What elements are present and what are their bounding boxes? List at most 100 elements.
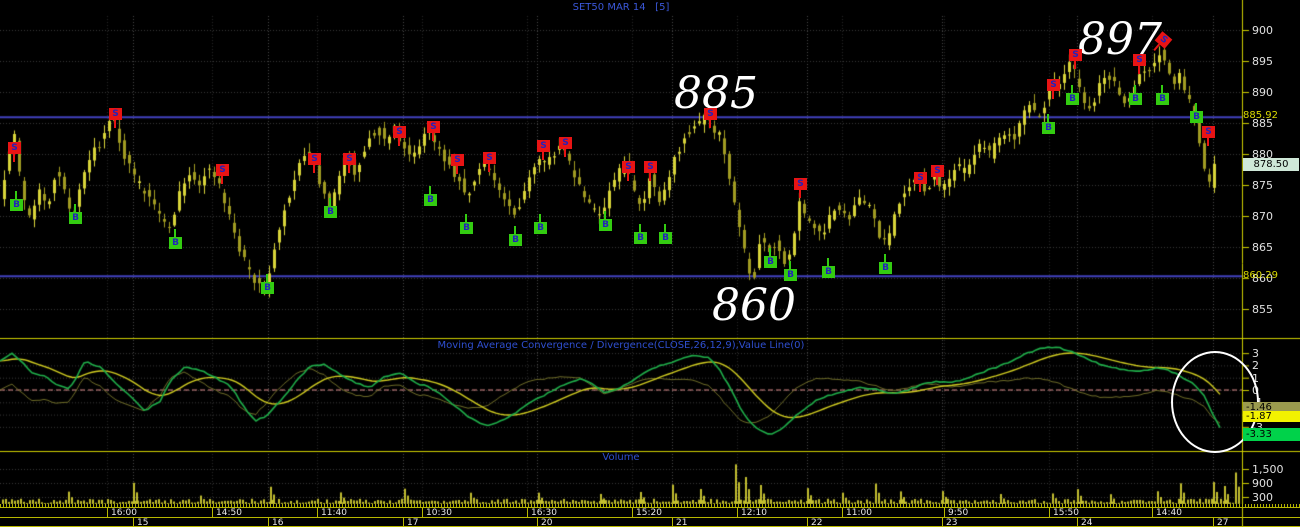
signal-stem: [488, 163, 490, 172]
signal-stem: [936, 176, 938, 185]
signal-stem: [174, 229, 176, 238]
buy-marker: B: [879, 254, 892, 275]
buy-marker: B: [1129, 84, 1142, 105]
macd-histogram-value-badge: -1.87: [1243, 411, 1300, 422]
signal-stem: [769, 247, 771, 256]
sell-marker: S: [216, 164, 229, 185]
date-label: 22: [807, 518, 942, 526]
sell-marker: S: [704, 107, 717, 128]
last-price-badge: 878.50: [1243, 158, 1299, 171]
date-label: 17: [403, 518, 537, 526]
signal-stem: [542, 151, 544, 160]
signal-stem: [514, 226, 516, 235]
signal-stem: [13, 153, 15, 162]
signal-stem: [329, 198, 331, 207]
volume-axis-tick-label: 1,500: [1252, 463, 1284, 476]
date-label: 20: [537, 518, 672, 526]
signal-stem: [456, 166, 458, 175]
date-label: 15: [133, 518, 268, 526]
chart-title: SET50 MAR 14 [5]: [572, 2, 670, 13]
buy-marker: B: [261, 273, 274, 294]
buy-marker: B: [822, 257, 835, 278]
price-axis-tick-label: 880: [1252, 148, 1273, 161]
signal-stem: [429, 185, 431, 194]
signal-stem: [639, 223, 641, 232]
sell-marker: S: [794, 177, 807, 198]
sell-marker: S: [393, 126, 406, 147]
signal-stem: [627, 173, 629, 182]
buy-marker: B: [69, 203, 82, 224]
signal-stem: [432, 132, 434, 141]
sell-marker: S: [1069, 48, 1082, 69]
signal-stem: [1052, 91, 1054, 100]
price-axis-tick-label: 865: [1252, 241, 1273, 254]
sell-marker: S: [559, 136, 572, 157]
annotation-support-860: 860: [712, 280, 796, 331]
signal-stem: [789, 260, 791, 269]
volume-axis-tick-label: 900: [1252, 477, 1273, 490]
time-label: 11:00: [842, 508, 944, 517]
price-axis-tick-label: 900: [1252, 24, 1273, 37]
sell-marker: S: [109, 107, 122, 128]
signal-stem: [799, 189, 801, 198]
signal-stem: [1195, 102, 1197, 111]
signal-stem: [266, 273, 268, 282]
buy-marker: B: [659, 223, 672, 244]
buy-marker: B: [784, 260, 797, 281]
price-axis-tick-label: 875: [1252, 179, 1273, 192]
time-label: 10:30: [422, 508, 527, 517]
resistance-line-price-label: 885.92: [1243, 110, 1278, 121]
signal-stem: [15, 190, 17, 199]
signal-stem: [465, 213, 467, 222]
buy-marker: B: [599, 211, 612, 232]
signal-stem: [398, 138, 400, 147]
signal-stem: [604, 211, 606, 220]
date-label: 21: [672, 518, 807, 526]
signal-stem: [348, 164, 350, 173]
price-axis-tick-label: 890: [1252, 86, 1273, 99]
signal-stem: [1074, 60, 1076, 69]
buy-marker: B: [460, 213, 473, 234]
sell-marker: S: [1133, 53, 1146, 74]
signal-stem: [114, 119, 116, 128]
signal-stem: [1071, 84, 1073, 93]
macd-axis-tick-label: 2: [1252, 359, 1259, 373]
sell-marker: S: [483, 151, 496, 172]
buy-marker: B: [169, 229, 182, 250]
support-line-price-label: 860.29: [1243, 270, 1278, 281]
buy-marker: B: [324, 198, 337, 219]
macd-axis-tick-label: 1: [1252, 371, 1259, 385]
time-label: 14:40: [1152, 508, 1242, 517]
signal-stem: [1134, 84, 1136, 93]
time-label: 11:40: [317, 508, 422, 517]
buy-marker: B: [1066, 84, 1079, 105]
buy-marker: B: [764, 247, 777, 268]
signal-stem: [919, 184, 921, 193]
buy-marker: B: [424, 185, 437, 206]
price-axis-tick-label: 855: [1252, 303, 1273, 316]
signal-stem: [221, 176, 223, 185]
signal-stem: [1047, 113, 1049, 122]
date-axis-row: 15 16 17 20 21 22 23 24 27: [0, 518, 1300, 527]
date-label: 27: [1213, 518, 1242, 526]
price-axis-tick-label: 885: [1252, 117, 1273, 130]
volume-panel-label: Volume: [602, 452, 640, 463]
buy-marker: B: [1042, 113, 1055, 134]
signal-stem: [564, 148, 566, 157]
signal-stem: [709, 119, 711, 128]
time-label: 15:50: [1049, 508, 1152, 517]
time-axis-row: 16:00 14:50 11:40 10:30 16:30 15:20 12:10 11:00…: [0, 507, 1300, 518]
sell-marker: S: [343, 152, 356, 173]
sell-marker: S: [931, 164, 944, 185]
sell-marker: S: [644, 161, 657, 182]
signal-stem: [1207, 138, 1209, 147]
signal-stem: [649, 173, 651, 182]
signal-stem: [1138, 65, 1140, 74]
macd-axis-tick-label: 3: [1252, 347, 1259, 361]
buy-marker: B: [509, 226, 522, 247]
signal-stem: [539, 213, 541, 222]
date-label: 23: [942, 518, 1077, 526]
sell-marker: S: [622, 161, 635, 182]
